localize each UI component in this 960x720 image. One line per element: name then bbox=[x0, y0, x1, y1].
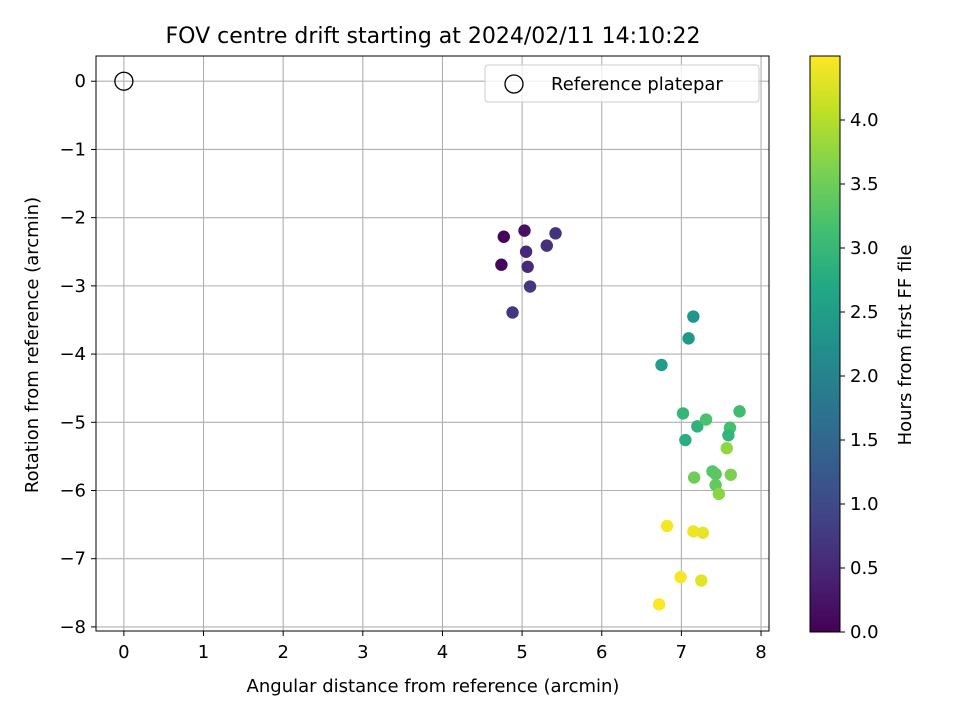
y-tick-label: −4 bbox=[59, 344, 86, 365]
scatter-point bbox=[519, 245, 533, 258]
scatter-point bbox=[521, 260, 534, 273]
colorbar-tick-label: 3.5 bbox=[850, 174, 879, 195]
x-tick-label: 6 bbox=[596, 642, 607, 663]
scatter-points bbox=[495, 224, 746, 611]
x-axis-label: Angular distance from reference (arcmin) bbox=[247, 676, 620, 697]
scatter-point bbox=[540, 239, 553, 252]
scatter-point bbox=[712, 487, 726, 501]
y-tick-label: −1 bbox=[59, 139, 86, 160]
x-tick-label: 3 bbox=[357, 642, 368, 663]
scatter-point bbox=[676, 407, 690, 420]
x-tick-label: 4 bbox=[437, 642, 448, 663]
y-tick-label: −8 bbox=[59, 617, 86, 638]
scatter-point bbox=[687, 310, 700, 323]
scatter-point bbox=[691, 420, 704, 433]
y-tick-label: 0 bbox=[75, 71, 86, 92]
scatter-point bbox=[495, 258, 508, 271]
x-axis-ticks: 0 1 2 3 4 5 6 7 8 bbox=[118, 631, 767, 663]
colorbar-gradient bbox=[809, 55, 841, 633]
scatter-point bbox=[660, 519, 674, 533]
scatter-point bbox=[733, 405, 746, 418]
scatter-point bbox=[687, 525, 700, 538]
y-tick-label: −5 bbox=[59, 412, 86, 433]
scatter-point bbox=[682, 332, 695, 345]
colorbar-tick-label: 3.0 bbox=[850, 238, 879, 259]
legend-reference-marker-icon bbox=[504, 74, 524, 94]
scatter-point bbox=[679, 433, 692, 447]
colorbar-ticks: 0.0 0.5 1.0 1.5 2.0 2.5 3.0 3.5 4.0 bbox=[840, 110, 879, 643]
colorbar-label: Hours from first FF file bbox=[895, 245, 916, 446]
scatter-point bbox=[724, 468, 737, 482]
scatter-point bbox=[674, 570, 687, 584]
x-tick-label: 5 bbox=[516, 642, 527, 663]
legend-entry-reference-platepar: Reference platepar bbox=[551, 74, 723, 95]
scatter-point bbox=[518, 224, 531, 237]
scatter-point bbox=[506, 306, 519, 319]
x-tick-label: 1 bbox=[198, 642, 209, 663]
scatter-point bbox=[720, 442, 733, 455]
colorbar-tick-label: 2.0 bbox=[850, 366, 879, 387]
y-axis-ticks: 0 −1 −2 −3 −4 −5 −6 −7 −8 bbox=[59, 71, 96, 638]
scatter-point bbox=[709, 467, 722, 481]
legend-box bbox=[484, 64, 760, 103]
plot-frame bbox=[95, 55, 770, 632]
colorbar: 0.0 0.5 1.0 1.5 2.0 2.5 3.0 3.5 4.0 Hours from f… bbox=[809, 55, 916, 643]
colorbar-tick-label: 2.5 bbox=[850, 302, 879, 323]
scatter-point bbox=[687, 471, 701, 484]
chart-title: FOV centre drift starting at 2024/02/11 … bbox=[166, 24, 701, 49]
scatter-point bbox=[523, 280, 537, 293]
scatter-point bbox=[655, 358, 668, 372]
scatter-point bbox=[695, 574, 708, 587]
colorbar-tick-label: 1.5 bbox=[850, 430, 879, 451]
scatter-point bbox=[497, 230, 510, 243]
y-tick-label: −3 bbox=[59, 276, 86, 297]
reference-point-marker bbox=[114, 71, 134, 91]
x-tick-label: 7 bbox=[676, 642, 687, 663]
x-tick-label: 8 bbox=[755, 642, 766, 663]
scatter-point bbox=[549, 227, 562, 240]
colorbar-tick-label: 1.0 bbox=[850, 494, 879, 515]
y-tick-label: −7 bbox=[59, 549, 86, 570]
y-tick-label: −6 bbox=[59, 480, 86, 501]
scatter-point bbox=[652, 598, 666, 611]
colorbar-tick-label: 0.5 bbox=[850, 558, 879, 579]
x-tick-label: 0 bbox=[118, 642, 129, 663]
y-tick-label: −2 bbox=[59, 208, 86, 229]
plot-grid bbox=[96, 56, 769, 631]
colorbar-tick-label: 4.0 bbox=[850, 110, 879, 131]
colorbar-tick-label: 0.0 bbox=[850, 622, 879, 643]
scatter-point bbox=[699, 413, 713, 426]
y-axis-label: Rotation from reference (arcmin) bbox=[22, 197, 43, 493]
x-tick-label: 2 bbox=[277, 642, 288, 663]
scatter-point bbox=[722, 429, 735, 442]
legend: Reference platepar bbox=[484, 64, 760, 103]
scatter-point bbox=[696, 526, 710, 539]
